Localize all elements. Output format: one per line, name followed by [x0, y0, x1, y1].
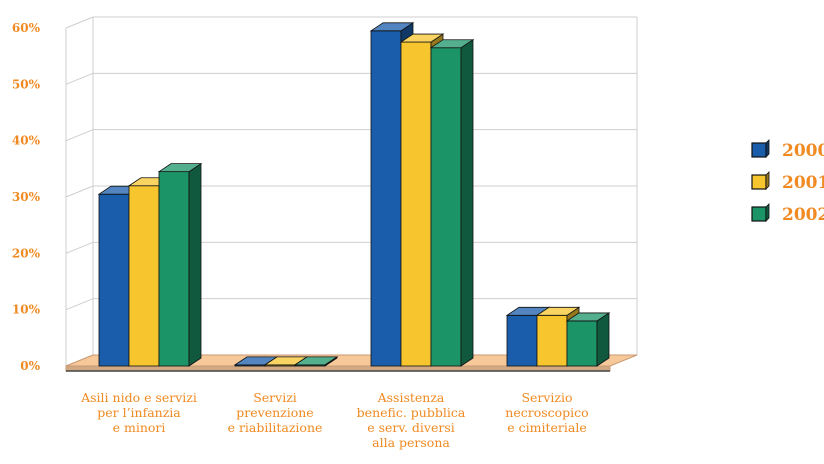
y-tick-label: 60% [12, 21, 41, 35]
legend-swatch [751, 142, 767, 158]
x-category-label-line: alla persona [372, 435, 450, 450]
legend-item-2000: 2000 [751, 139, 824, 161]
legend: 2000 2001 2002 [751, 139, 824, 225]
bar-front [370, 30, 402, 367]
x-category-label: Servizio necroscopico e cimiteriale [505, 390, 588, 435]
legend-swatch [751, 206, 767, 222]
bar-top [369, 22, 415, 32]
legend-label: 2002 [782, 205, 824, 225]
y-tick-label: 10% [12, 303, 41, 317]
y-tick-label: 50% [12, 77, 41, 91]
bar-top [535, 306, 581, 316]
gridline-side [65, 298, 94, 311]
bar-2002-0 [157, 162, 203, 367]
bars-group [97, 22, 611, 367]
x-category-label: Servizi prevenzione e riabilitazione [228, 390, 323, 435]
legend-item-2001: 2001 [751, 171, 824, 193]
gridline-side [65, 16, 94, 29]
x-category-label: Assistenza benefic. pubblica e serv. diver… [357, 390, 466, 450]
bar-2002-2 [429, 38, 475, 367]
legend-swatch-side [765, 203, 770, 222]
gridline-side [65, 72, 94, 85]
bar-side [188, 162, 202, 367]
bar-side [596, 312, 610, 367]
legend-label: 2001 [782, 173, 824, 193]
bar-2002-3 [565, 312, 611, 367]
bar-top [565, 312, 611, 322]
gridline-side [65, 129, 94, 142]
gridline-side [65, 185, 94, 198]
bar-front [506, 314, 538, 367]
bar-front [536, 314, 568, 367]
y-tick-label: 20% [12, 246, 41, 260]
bar-front [430, 47, 462, 367]
x-category-label: Asili nido e servizi per l’infanzia e mino… [80, 390, 197, 435]
x-category-label-line: Servizi [253, 390, 297, 405]
x-category-label-line: Assistenza [377, 390, 445, 405]
x-category-label-line: Servizio [521, 390, 572, 405]
y-tick-label: 30% [12, 190, 41, 204]
x-category-label-line: benefic. pubblica [357, 405, 466, 420]
x-category-label-line: per l’infanzia [97, 405, 181, 420]
legend-label: 2000 [782, 141, 824, 161]
y-tick-label: 40% [12, 134, 41, 148]
bar-top [157, 163, 203, 173]
x-category-label-line: e cimiteriale [507, 420, 586, 435]
bar-2002-1 [293, 356, 339, 367]
x-axis-category-labels: Asili nido e servizi per l’infanzia e mino… [80, 390, 589, 450]
y-tick-label: 0% [20, 359, 40, 373]
bar-top [399, 33, 445, 43]
y-axis-tick-labels: 0% 10% 20% 30% 40% 50% 60% [12, 21, 41, 373]
bar-front [400, 41, 432, 367]
bar-front [128, 185, 160, 367]
bar-side [460, 38, 474, 367]
bar-top [293, 356, 339, 366]
x-category-label-line: e riabilitazione [228, 420, 323, 435]
legend-item-2002: 2002 [751, 203, 824, 225]
bar-front [566, 320, 598, 367]
x-category-label-line: e minori [113, 420, 166, 435]
bar-front [158, 171, 190, 367]
x-category-label-line: necroscopico [505, 405, 588, 420]
bar-front [98, 193, 130, 367]
x-category-label-line: Asili nido e servizi [80, 390, 197, 405]
gridline-side [65, 241, 94, 254]
x-category-label-line: e serv. diversi [367, 420, 455, 435]
legend-swatch-side [765, 171, 770, 190]
x-category-label-line: prevenzione [236, 405, 313, 420]
bar-top [429, 39, 475, 49]
legend-swatch [751, 174, 767, 190]
legend-swatch-side [765, 139, 770, 158]
